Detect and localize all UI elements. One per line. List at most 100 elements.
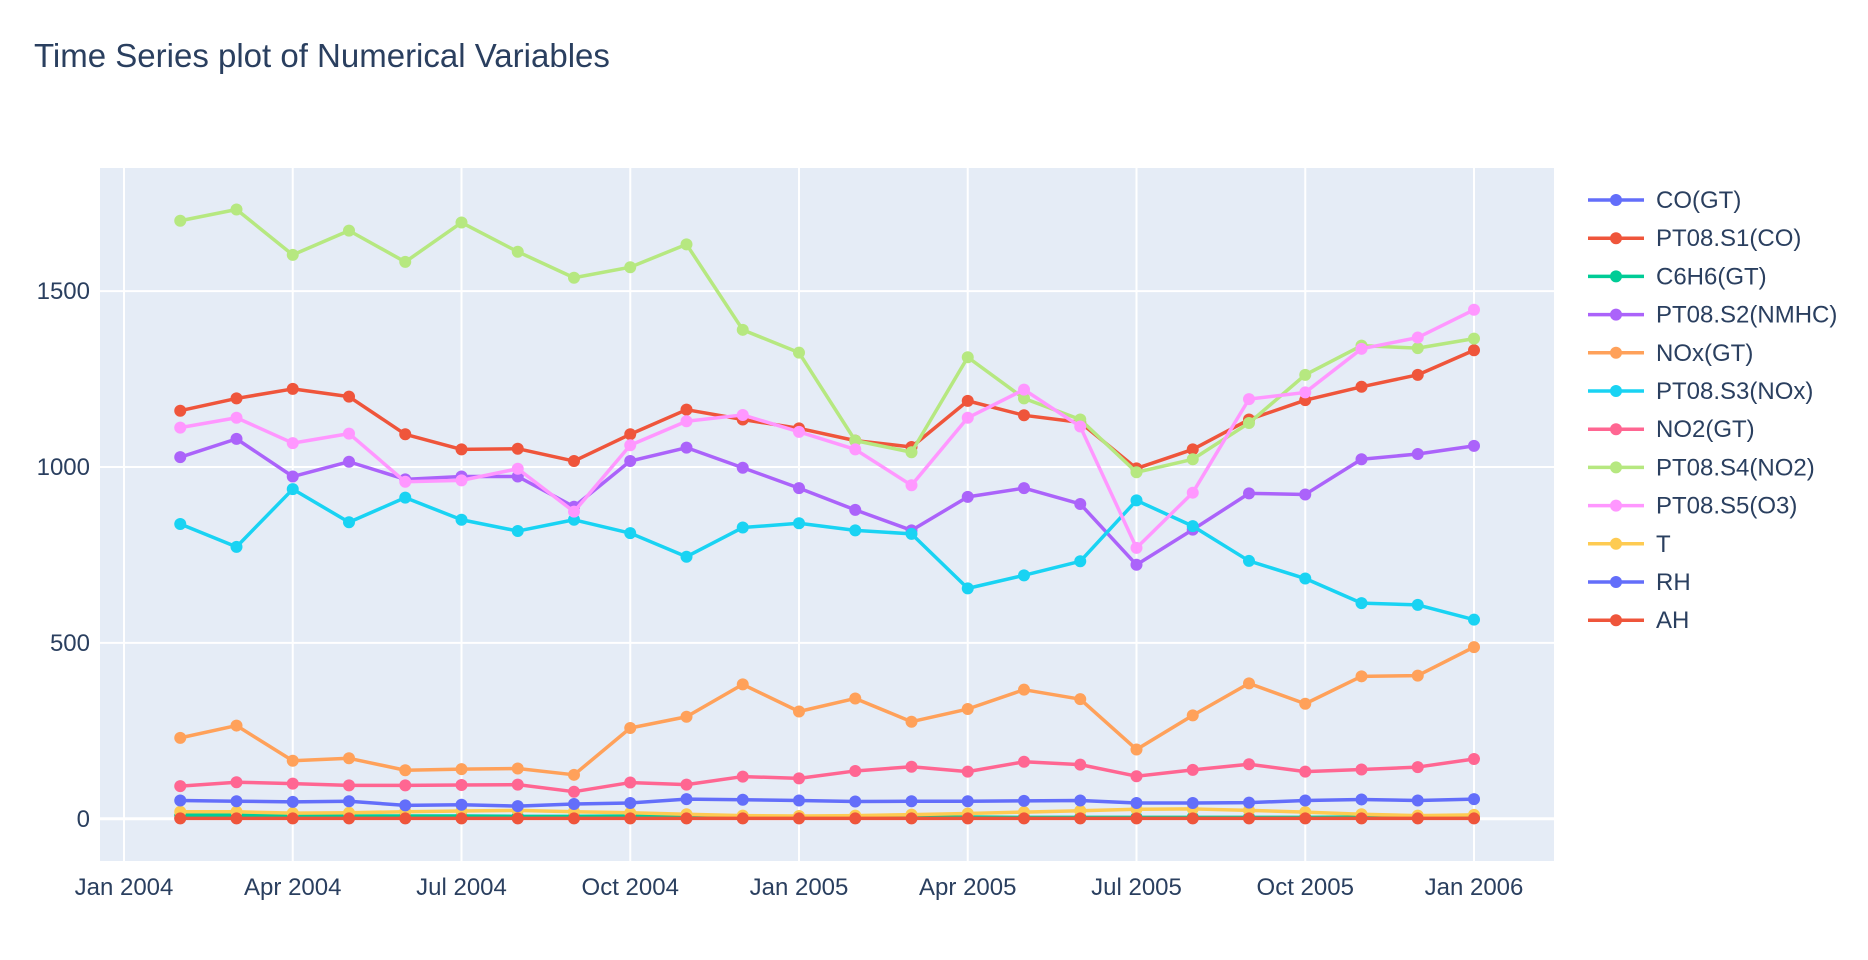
data-point[interactable] bbox=[624, 439, 637, 452]
data-point[interactable] bbox=[568, 271, 580, 284]
data-point[interactable] bbox=[174, 214, 187, 227]
data-point[interactable] bbox=[1299, 488, 1312, 501]
data-point[interactable] bbox=[174, 517, 187, 530]
series-line[interactable] bbox=[179, 437, 1475, 567]
data-point[interactable] bbox=[511, 442, 524, 455]
data-point[interactable] bbox=[849, 524, 862, 537]
data-point[interactable] bbox=[1074, 420, 1087, 433]
data-point[interactable] bbox=[849, 692, 862, 705]
data-point[interactable] bbox=[1468, 344, 1480, 357]
data-point[interactable] bbox=[849, 443, 862, 456]
data-point[interactable] bbox=[1186, 812, 1199, 825]
data-point[interactable] bbox=[511, 778, 524, 791]
series-line[interactable] bbox=[179, 207, 1475, 475]
series-line[interactable] bbox=[180, 797, 1475, 808]
data-point[interactable] bbox=[905, 812, 918, 825]
data-point[interactable] bbox=[905, 446, 918, 459]
data-point[interactable] bbox=[1130, 541, 1143, 554]
data-point[interactable] bbox=[1411, 447, 1424, 460]
data-point[interactable] bbox=[1074, 693, 1087, 706]
data-point[interactable] bbox=[1018, 383, 1030, 396]
data-point[interactable] bbox=[1018, 569, 1030, 582]
data-point[interactable] bbox=[399, 475, 412, 488]
data-point[interactable] bbox=[286, 795, 299, 808]
data-point[interactable] bbox=[624, 455, 637, 468]
data-point[interactable] bbox=[343, 224, 355, 237]
data-point[interactable] bbox=[511, 812, 524, 825]
data-point[interactable] bbox=[1355, 763, 1368, 776]
data-point[interactable] bbox=[399, 428, 412, 441]
data-point[interactable] bbox=[793, 794, 805, 807]
data-point[interactable] bbox=[1130, 558, 1143, 571]
data-point[interactable] bbox=[1018, 409, 1030, 422]
data-point[interactable] bbox=[511, 762, 524, 775]
data-point[interactable] bbox=[961, 703, 974, 716]
data-point[interactable] bbox=[961, 351, 974, 364]
data-point[interactable] bbox=[680, 793, 693, 806]
data-point[interactable] bbox=[736, 678, 749, 691]
data-point[interactable] bbox=[1411, 368, 1424, 381]
data-point[interactable] bbox=[736, 408, 749, 421]
data-point[interactable] bbox=[961, 765, 974, 778]
data-point[interactable] bbox=[680, 441, 693, 454]
data-point[interactable] bbox=[230, 392, 243, 405]
data-point[interactable] bbox=[1468, 303, 1480, 316]
legend-item[interactable]: PT08.S1(CO) bbox=[1588, 225, 1801, 252]
data-point[interactable] bbox=[624, 776, 637, 789]
data-point[interactable] bbox=[793, 772, 805, 785]
data-point[interactable] bbox=[793, 812, 805, 825]
data-point[interactable] bbox=[961, 812, 974, 825]
data-point[interactable] bbox=[905, 527, 918, 540]
data-point[interactable] bbox=[568, 505, 580, 518]
data-point[interactable] bbox=[1243, 487, 1255, 500]
data-point[interactable] bbox=[1468, 439, 1480, 452]
data-point[interactable] bbox=[1186, 453, 1199, 466]
data-point[interactable] bbox=[1243, 554, 1255, 567]
data-point[interactable] bbox=[286, 777, 299, 790]
legend-item[interactable]: CO(GT) bbox=[1588, 187, 1741, 214]
data-point[interactable] bbox=[1243, 393, 1255, 406]
data-point[interactable] bbox=[1243, 758, 1255, 771]
data-point[interactable] bbox=[793, 482, 805, 495]
data-point[interactable] bbox=[849, 434, 862, 447]
data-point[interactable] bbox=[455, 779, 468, 792]
data-point[interactable] bbox=[174, 812, 187, 825]
data-point[interactable] bbox=[793, 705, 805, 718]
data-point[interactable] bbox=[1355, 670, 1368, 683]
data-point[interactable] bbox=[736, 323, 749, 336]
data-point[interactable] bbox=[568, 768, 580, 781]
data-point[interactable] bbox=[399, 255, 412, 268]
legend-item[interactable]: RH bbox=[1588, 569, 1691, 596]
data-point[interactable] bbox=[1130, 743, 1143, 756]
data-point[interactable] bbox=[174, 780, 187, 793]
data-point[interactable] bbox=[455, 798, 468, 811]
data-point[interactable] bbox=[849, 795, 862, 808]
data-point[interactable] bbox=[399, 779, 412, 792]
data-point[interactable] bbox=[399, 799, 412, 812]
data-point[interactable] bbox=[1468, 332, 1480, 345]
data-point[interactable] bbox=[1074, 555, 1087, 568]
data-point[interactable] bbox=[1243, 417, 1255, 430]
data-point[interactable] bbox=[1018, 392, 1030, 405]
legend-item[interactable]: C6H6(GT) bbox=[1588, 263, 1767, 290]
data-point[interactable] bbox=[174, 404, 187, 417]
data-point[interactable] bbox=[1018, 812, 1030, 825]
data-point[interactable] bbox=[511, 800, 524, 813]
data-point[interactable] bbox=[1130, 770, 1143, 783]
data-point[interactable] bbox=[1468, 812, 1480, 825]
data-point[interactable] bbox=[455, 812, 468, 825]
data-point[interactable] bbox=[1411, 598, 1424, 611]
data-point[interactable] bbox=[286, 248, 299, 261]
data-point[interactable] bbox=[680, 415, 693, 428]
data-point[interactable] bbox=[230, 432, 243, 445]
data-point[interactable] bbox=[343, 779, 355, 792]
data-point[interactable] bbox=[849, 812, 862, 825]
data-point[interactable] bbox=[1074, 794, 1087, 807]
data-point[interactable] bbox=[1186, 520, 1199, 533]
data-point[interactable] bbox=[230, 540, 243, 553]
data-point[interactable] bbox=[455, 763, 468, 776]
data-point[interactable] bbox=[624, 812, 637, 825]
data-point[interactable] bbox=[736, 793, 749, 806]
data-point[interactable] bbox=[1130, 466, 1143, 479]
data-point[interactable] bbox=[343, 812, 355, 825]
